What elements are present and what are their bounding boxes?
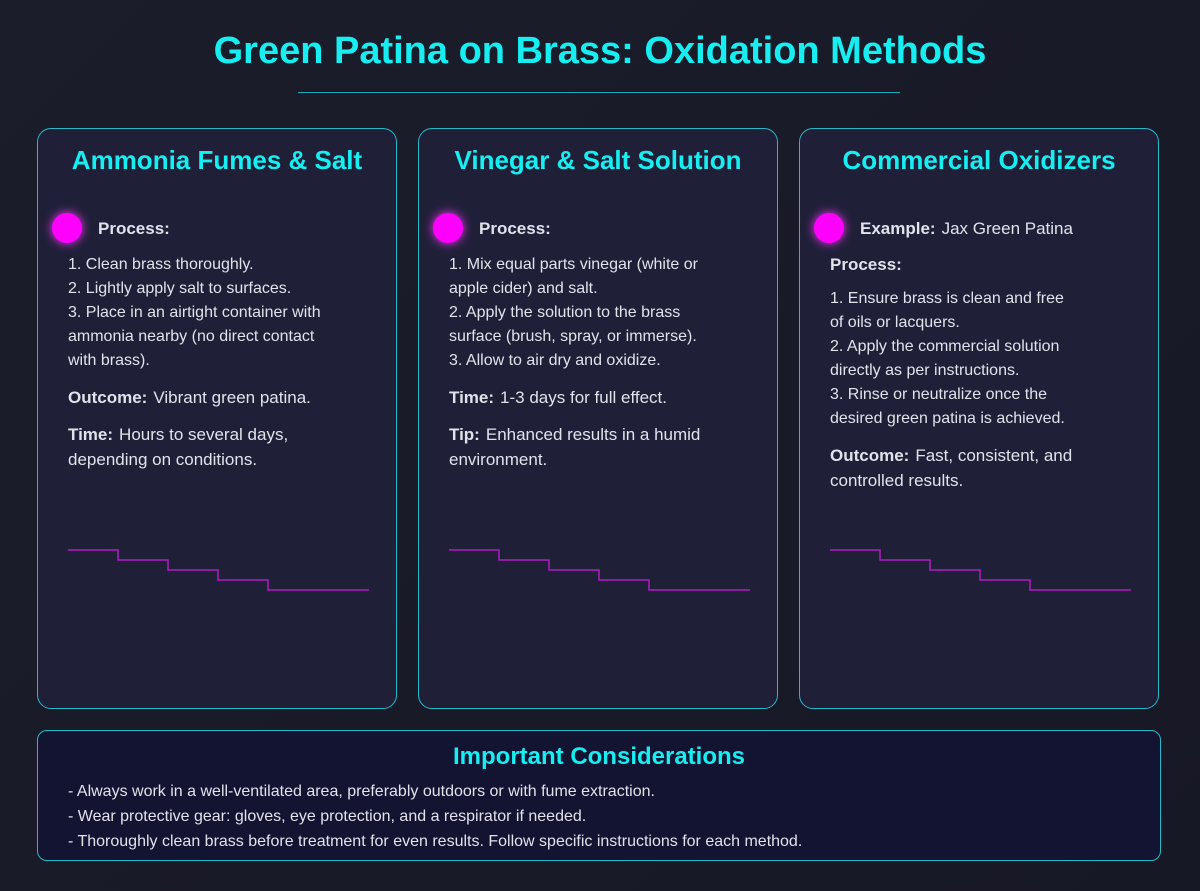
bullet-dot [433,213,463,243]
method-title: Commercial Oxidizers [842,145,1116,175]
field-label: Outcome: [830,446,910,465]
method-field: Outcome: Fast, consistent, and controlled… [830,443,1080,493]
decor-stairs [449,549,750,591]
process-step: 3. Allow to air dry and oxidize. [449,352,661,369]
decor-stairs [68,549,369,591]
consideration: - Always work in a well-ventilated area,… [68,783,655,800]
method-field: Time: 1-3 days for full effect. [449,385,724,410]
field-text: Enhanced results in a humid environment. [449,425,701,469]
process-step: 3. Place in an airtight container with a… [68,304,321,369]
field-text: Hours to several days, depending on cond… [68,425,289,469]
process-step: 2. Lightly apply salt to surfaces. [68,280,292,297]
field-label: Outcome: [68,388,148,407]
method-field: Outcome: Vibrant green patina. [68,385,343,410]
stairs-line [68,549,369,591]
method-card: Vinegar & Salt Solution Process: 1. Mix eq… [418,128,778,709]
stairs-line [830,549,1131,591]
process-step: 1. Clean brass thoroughly. [68,256,254,273]
considerations-list: - Always work in a well-ventilated area,… [68,779,802,854]
method-card: Commercial Oxidizers Example: Jax Green Pa… [799,128,1159,709]
bullet-dot [814,213,844,243]
field-text: 1-3 days for full effect. [500,388,667,407]
consideration: - Thoroughly clean brass before treatmen… [68,833,803,850]
process-step: 2. Apply the commercial solution directl… [830,338,1060,379]
method-card: Ammonia Fumes & Salt Process: 1. Clean bra… [37,128,397,709]
field-label: Time: [449,388,495,407]
process-label: Process: [830,255,902,274]
process-step: 1. Ensure brass is clean and free of oil… [830,290,1064,331]
stairs-line [449,549,750,591]
field-label: Time: [68,425,114,444]
process-step: 3. Rinse or neutralize once the desired … [830,386,1065,427]
method-field: Tip: Enhanced results in a humid environm… [449,422,724,472]
field-label: Tip: [449,425,480,444]
decor-stairs [830,549,1131,591]
field-text: Vibrant green patina. [153,388,311,407]
considerations: Important Considerations - Always work i… [37,730,1161,861]
process-step: 2. Apply the solution to the brass surfa… [449,304,697,345]
process-label: Process: [98,219,170,238]
method-body: Process: 1. Ensure brass is clean and fre… [830,253,1080,493]
method-field: Time: Hours to several days, depending on… [68,422,343,472]
example-label: Example: [860,219,936,238]
method-title: Ammonia Fumes & Salt [71,145,363,175]
considerations-title: Important Considerations [452,743,746,770]
consideration: - Wear protective gear: gloves, eye prot… [68,808,587,825]
bullet-dot [52,213,82,243]
lead-line: Process: [479,219,557,239]
title-rule [298,92,900,93]
method-body: 1. Clean brass thoroughly. 2. Lightly app… [68,253,343,472]
method-body: 1. Mix equal parts vinegar (white or app… [449,253,724,472]
field-text: Fast, consistent, and controlled results… [830,446,1073,490]
lead-line: Process: [98,219,176,239]
process-step: 1. Mix equal parts vinegar (white or app… [449,256,698,297]
page-title: Green Patina on Brass: Oxidation Methods [213,30,987,72]
lead-line: Example: Jax Green Patina [860,219,1073,239]
process-label: Process: [479,219,551,238]
method-title: Vinegar & Salt Solution [454,145,742,175]
example-value: Jax Green Patina [941,219,1073,238]
